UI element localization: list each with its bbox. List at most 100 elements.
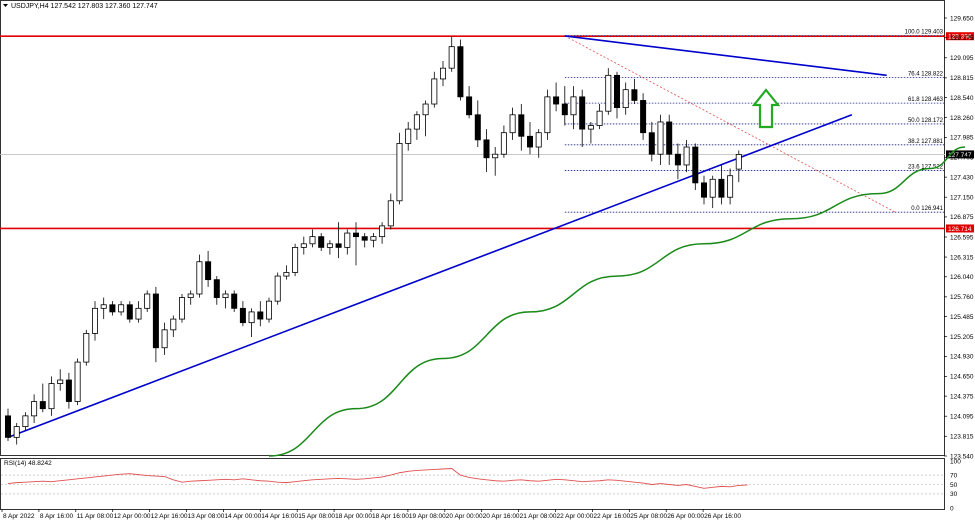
candles bbox=[5, 35, 742, 445]
moving-average bbox=[268, 146, 966, 457]
current-price-label: 127.747 bbox=[948, 152, 972, 159]
time-label: 14 Apr 16:00 bbox=[261, 513, 298, 520]
horizontal-level-tag bbox=[946, 224, 974, 233]
candle bbox=[396, 132, 403, 205]
price-axis: 129.650 129.375 129.095 128.815 128.540 128.2… bbox=[944, 15, 974, 460]
time-label: 13 Apr 08:00 bbox=[188, 513, 225, 520]
price-tick-label: 127.985 bbox=[950, 135, 974, 142]
candle bbox=[74, 358, 81, 406]
candle bbox=[657, 114, 664, 165]
horizontal-level-label: 129.396 bbox=[948, 34, 972, 41]
candle bbox=[500, 125, 507, 158]
candle bbox=[257, 301, 264, 327]
candle bbox=[735, 150, 742, 183]
candle bbox=[361, 233, 368, 248]
candle bbox=[126, 301, 133, 323]
candle bbox=[292, 243, 299, 277]
candle bbox=[587, 121, 594, 144]
candle bbox=[509, 107, 516, 140]
candle bbox=[666, 114, 673, 165]
price-tick-label: 125.205 bbox=[950, 334, 974, 341]
candle bbox=[614, 71, 621, 119]
candle bbox=[483, 129, 490, 173]
time-label: 20 Apr 16:00 bbox=[483, 513, 520, 520]
fib-diagonal bbox=[564, 35, 896, 213]
candle bbox=[413, 111, 420, 140]
candle bbox=[527, 121, 534, 155]
price-tick-label: 126.040 bbox=[950, 274, 974, 281]
time-label: 11 Apr 08:00 bbox=[77, 513, 114, 520]
rsi-tick-label: 70 bbox=[950, 472, 958, 479]
candle bbox=[648, 121, 655, 162]
dropdown-triangle-icon[interactable] bbox=[3, 4, 8, 7]
rsi-tick-label: 50 bbox=[950, 482, 958, 489]
candle bbox=[196, 254, 203, 298]
horizontal-level-tag bbox=[946, 32, 974, 41]
ma-line bbox=[268, 146, 966, 457]
candle bbox=[518, 104, 525, 151]
horizontal-levels: 129.396 126.714 127.747 bbox=[0, 32, 974, 233]
candle bbox=[640, 93, 647, 140]
price-tick-label: 125.485 bbox=[950, 314, 974, 321]
candle bbox=[248, 308, 255, 338]
candle bbox=[83, 329, 90, 366]
trendlines bbox=[7, 35, 887, 439]
candle bbox=[300, 236, 307, 255]
candle bbox=[239, 301, 246, 327]
candle bbox=[474, 100, 481, 148]
price-tick-label: 128.540 bbox=[950, 95, 974, 102]
candle bbox=[605, 68, 612, 115]
trendline bbox=[564, 35, 887, 77]
candle bbox=[344, 229, 351, 255]
candle bbox=[39, 383, 46, 413]
rsi-line bbox=[7, 468, 748, 489]
price-tick-label: 125.760 bbox=[950, 294, 974, 301]
candle bbox=[178, 293, 185, 323]
fib-level-label: 61.8 128.463 bbox=[908, 97, 944, 103]
candle bbox=[187, 290, 194, 305]
fib-level-label: 100.0 129.403 bbox=[905, 30, 944, 36]
price-tick-label: 128.260 bbox=[950, 115, 974, 122]
price-tick-label: 124.375 bbox=[950, 393, 974, 400]
candle bbox=[535, 129, 542, 158]
price-tick-label: 129.095 bbox=[950, 55, 974, 62]
candle bbox=[135, 301, 142, 323]
price-tick-label: 126.875 bbox=[950, 214, 974, 221]
candle bbox=[231, 290, 238, 312]
candle bbox=[553, 82, 560, 112]
time-label: 15 Apr 08:00 bbox=[298, 513, 335, 520]
candle bbox=[213, 276, 220, 305]
candle bbox=[405, 121, 412, 151]
candle bbox=[439, 61, 446, 87]
candle bbox=[570, 86, 577, 130]
candle bbox=[274, 272, 281, 305]
candle bbox=[683, 139, 690, 173]
candle bbox=[352, 222, 359, 266]
candle bbox=[265, 297, 272, 323]
price-tick-label: 126.595 bbox=[950, 234, 974, 241]
price-tick-label: 124.930 bbox=[950, 354, 974, 361]
candle bbox=[422, 100, 429, 137]
time-label: 20 Apr 00:00 bbox=[446, 513, 483, 520]
fib-level-label: 50.0 128.172 bbox=[908, 118, 944, 124]
price-tick-label: 127.430 bbox=[950, 174, 974, 181]
candle bbox=[161, 322, 168, 355]
time-label: 22 Apr 00:00 bbox=[557, 513, 594, 520]
time-label: 25 Apr 08:00 bbox=[630, 513, 667, 520]
price-tick-label: 129.375 bbox=[950, 35, 974, 42]
candle bbox=[5, 408, 11, 441]
price-tick-label: 123.540 bbox=[950, 453, 974, 460]
candle bbox=[701, 175, 708, 205]
candle bbox=[152, 286, 159, 363]
candle bbox=[379, 222, 386, 244]
price-tick-label: 127.150 bbox=[950, 195, 974, 202]
candle bbox=[283, 265, 290, 280]
candle bbox=[118, 301, 125, 316]
candle bbox=[596, 104, 603, 130]
candle bbox=[718, 164, 725, 205]
price-tick-label: 124.650 bbox=[950, 374, 974, 381]
candle bbox=[31, 394, 38, 424]
candle bbox=[318, 233, 325, 251]
rsi-label: RSI(14) 48.8242 bbox=[4, 460, 52, 467]
